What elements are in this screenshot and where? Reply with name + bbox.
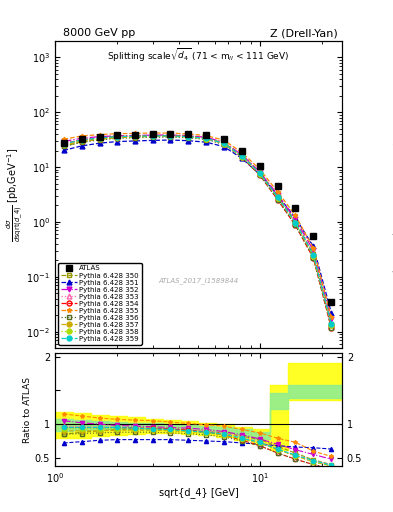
ATLAS	[79, 136, 84, 142]
ATLAS	[151, 131, 155, 137]
ATLAS	[168, 131, 173, 137]
ATLAS	[204, 132, 209, 138]
ATLAS	[97, 134, 102, 140]
Text: 8000 GeV pp: 8000 GeV pp	[63, 28, 135, 38]
ATLAS	[222, 136, 226, 142]
ATLAS	[186, 131, 191, 137]
Line: ATLAS: ATLAS	[61, 131, 334, 305]
ATLAS	[114, 132, 119, 138]
ATLAS	[329, 298, 334, 305]
Legend: ATLAS, Pythia 6.428 350, Pythia 6.428 351, Pythia 6.428 352, Pythia 6.428 353, P: ATLAS, Pythia 6.428 350, Pythia 6.428 35…	[59, 263, 142, 345]
ATLAS	[61, 140, 66, 146]
ATLAS	[275, 183, 280, 189]
Y-axis label: Ratio to ATLAS: Ratio to ATLAS	[23, 377, 32, 442]
Text: Rivet 3.1.10, ≥ 2.4M events: Rivet 3.1.10, ≥ 2.4M events	[391, 110, 393, 187]
Text: Z (Drell-Yan): Z (Drell-Yan)	[270, 28, 338, 38]
Text: ATLAS_2017_I1589844: ATLAS_2017_I1589844	[158, 277, 239, 284]
ATLAS	[293, 205, 298, 211]
ATLAS	[257, 163, 262, 169]
ATLAS	[132, 132, 137, 138]
ATLAS	[311, 233, 316, 239]
Y-axis label: $\frac{d\sigma}{d\mathrm{sqrt}(d\_4)}$ [pb,GeV$^{-1}$]: $\frac{d\sigma}{d\mathrm{sqrt}(d\_4)}$ […	[4, 147, 24, 242]
ATLAS	[240, 147, 244, 154]
X-axis label: sqrt{d_4} [GeV]: sqrt{d_4} [GeV]	[159, 487, 238, 498]
Text: Splitting scale$\sqrt{d_4}$ (71 < m$_{ll}$ < 111 GeV): Splitting scale$\sqrt{d_4}$ (71 < m$_{ll…	[107, 47, 290, 64]
Text: mcplots.cern.ch [arXiv:1306.3436]: mcplots.cern.ch [arXiv:1306.3436]	[391, 224, 393, 319]
